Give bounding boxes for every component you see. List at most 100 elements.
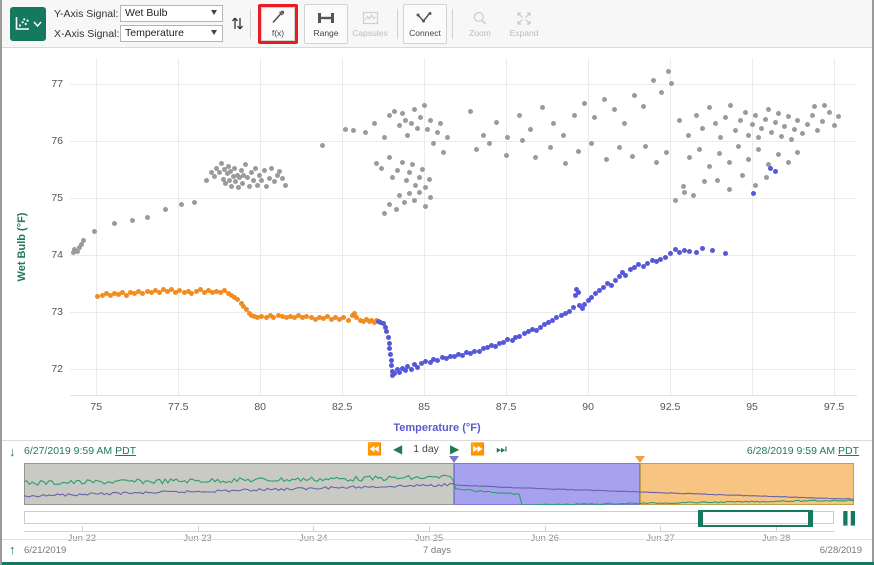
scatter-point[interactable] [480,346,486,352]
scatter-point[interactable] [533,155,539,161]
scatter-point[interactable] [382,324,388,330]
scatter-point[interactable] [224,171,230,177]
scatter-point[interactable] [177,287,183,293]
collapse-range-icon[interactable]: ▐▐ [839,511,855,525]
scatter-point[interactable] [246,310,252,316]
scatter-point[interactable] [405,363,411,369]
scatter-point[interactable] [390,174,396,180]
scatter-point[interactable] [411,106,417,112]
scatter-point[interactable] [185,288,191,294]
scatter-point[interactable] [620,269,626,275]
scatter-point[interactable] [659,89,665,95]
scatter-point[interactable] [782,124,788,130]
scatter-point[interactable] [562,161,568,167]
scatter-point[interactable] [78,242,84,248]
scatter-point[interactable] [447,353,453,359]
scatter-point[interactable] [603,156,609,162]
scatter-point[interactable] [677,118,683,124]
scatter-point[interactable] [189,290,195,296]
scatter-point[interactable] [257,172,263,178]
investigate-range-start[interactable]: 6/21/2019 [24,545,67,556]
scatter-point[interactable] [320,315,326,321]
scatter-point[interactable] [582,100,588,106]
scatter-point[interactable] [497,341,503,347]
scatter-point[interactable] [472,348,478,354]
scatter-point[interactable] [211,173,217,179]
scatter-point[interactable] [795,149,801,155]
scatter-point[interactable] [476,349,482,355]
scatter-point[interactable] [792,126,798,132]
scatter-point[interactable] [718,135,724,141]
display-range-start[interactable]: 6/27/2019 9:59 AM PDT [24,445,136,457]
scatter-point[interactable] [649,258,655,264]
scatter-point[interactable] [767,165,773,171]
scatter-point[interactable] [419,361,425,367]
scatter-point[interactable] [241,303,247,309]
scatter-point[interactable] [247,184,253,190]
scatter-point[interactable] [408,121,414,127]
scatter-point[interactable] [493,120,499,126]
scatter-point[interactable] [629,154,635,160]
scatter-point[interactable] [627,267,633,273]
scatter-point[interactable] [400,365,405,371]
scatter-point[interactable] [551,121,557,127]
scatter-point[interactable] [539,105,545,111]
scatter-point[interactable] [687,155,693,161]
scatter-point[interactable] [788,137,794,143]
scatter-point[interactable] [682,189,688,195]
scatter-point[interactable] [716,150,722,156]
scatter-point[interactable] [152,287,158,293]
scatter-point[interactable] [392,370,398,376]
scatter-point[interactable] [426,177,432,183]
scatter-point[interactable] [513,334,519,340]
scatter-point[interactable] [811,104,817,110]
jump-to-end-icon[interactable]: ⏭ [496,442,507,456]
scatter-point[interactable] [232,294,238,300]
scatter-point[interactable] [226,178,232,184]
scatter-point[interactable] [251,314,257,320]
scatter-point[interactable] [329,316,335,322]
scatter-point[interactable] [577,302,583,308]
scatter-point[interactable] [621,121,627,127]
scatter-point[interactable] [382,211,388,217]
scatter-point[interactable] [233,179,239,185]
timeline-range-selector[interactable] [697,510,813,527]
scatter-point[interactable] [654,160,660,166]
scatter-point[interactable] [438,121,444,127]
scatter-point[interactable] [369,317,375,323]
scatter-point[interactable] [785,114,791,120]
scatter-point[interactable] [123,292,129,298]
scatter-point[interactable] [665,68,671,74]
scatter-point[interactable] [366,319,372,325]
scatter-point[interactable] [554,315,560,321]
timeline-track[interactable] [24,511,834,524]
fx-button[interactable]: f(x) [261,6,295,41]
scatter-point[interactable] [588,141,594,147]
scatter-point[interactable] [201,289,207,295]
scatter-point[interactable] [636,261,642,267]
scatter-point[interactable] [451,354,457,360]
scatter-point[interactable] [641,104,647,110]
scatter-point[interactable] [169,287,175,293]
scatter-point[interactable] [733,128,739,134]
scatter-point[interactable] [119,290,125,296]
scatter-point[interactable] [292,314,298,320]
scatter-point[interactable] [516,112,522,118]
scatter-point[interactable] [693,112,699,118]
step-size-label[interactable]: 1 day [413,443,439,455]
scatter-point[interactable] [401,200,407,205]
strip-segment-unselected[interactable] [24,463,454,505]
scatter-point[interactable] [415,364,421,370]
scatter-point[interactable] [372,121,378,127]
scatter-point[interactable] [351,128,357,134]
scatter-point[interactable] [312,316,318,322]
expand-button[interactable]: Expand [502,4,546,44]
scatter-point[interactable] [588,294,594,300]
scatter-point[interactable] [700,245,706,251]
scatter-point[interactable] [319,142,325,148]
scatter-point[interactable] [597,287,603,293]
scatter-point[interactable] [345,317,351,323]
plot-area[interactable]: 72 73 74 75 76 77 75 77.5 80 82.5 85 87.5 90 92.5 95 97… [51,58,857,413]
scatter-point[interactable] [505,337,511,343]
scatter-point[interactable] [501,339,506,345]
